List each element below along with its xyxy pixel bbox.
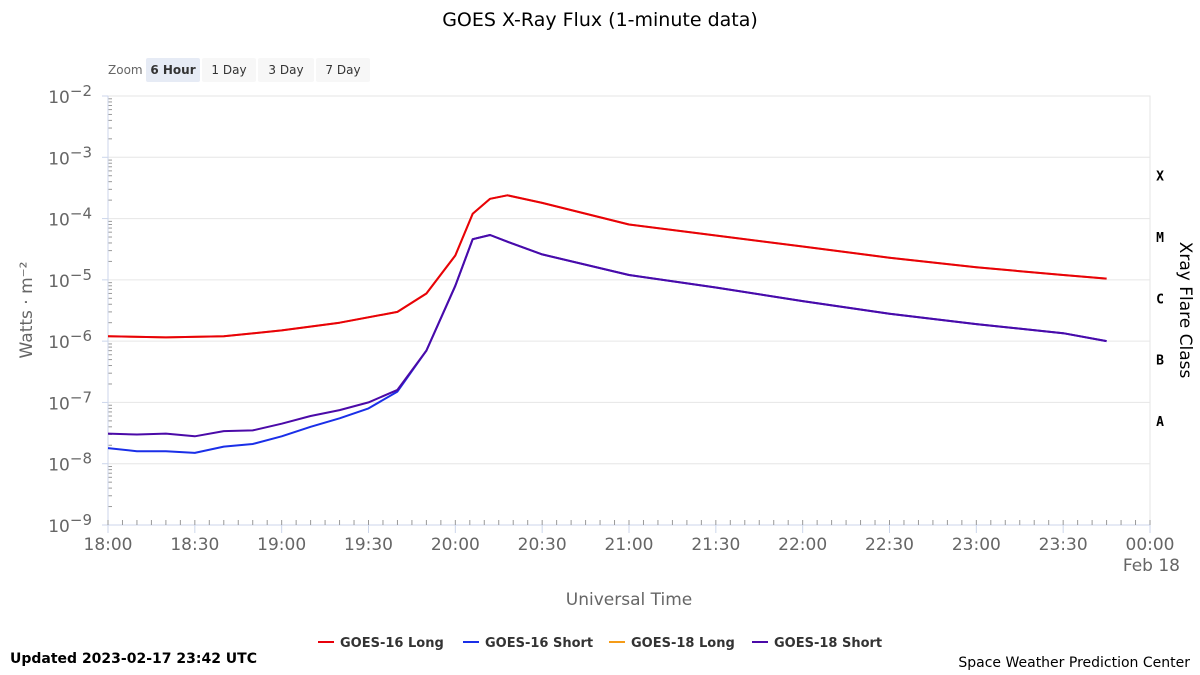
- x-tick-label: 21:00: [605, 535, 654, 555]
- x-tick-label: 20:00: [431, 535, 480, 555]
- x-date-label: Feb 18: [1123, 556, 1180, 576]
- zoom-button-7-day[interactable]: 7 Day: [316, 58, 370, 82]
- x-tick-label: 20:30: [518, 535, 567, 555]
- legend-item[interactable]: GOES-16 Long: [318, 636, 444, 651]
- legend-item[interactable]: GOES-18 Long: [609, 636, 735, 651]
- zoom-controls: Zoom 6 Hour 1 Day 3 Day 7 Day: [108, 58, 370, 82]
- y-axis-title: Watts · m⁻²: [17, 262, 37, 359]
- zoom-button-label: 7 Day: [325, 63, 360, 77]
- plot-area: [107, 95, 1151, 526]
- zoom-button-1-day[interactable]: 1 Day: [202, 58, 256, 82]
- series-lines: [107, 194, 1107, 454]
- series-line-goes-16-long: [107, 194, 1107, 339]
- y-tick-label: 10−7: [48, 388, 92, 414]
- y-tick-label: 10−6: [48, 327, 92, 353]
- zoom-label: Zoom: [108, 63, 143, 77]
- y-tick-label: 10−8: [48, 450, 92, 476]
- x-tick-label: 18:30: [170, 535, 219, 555]
- legend-item[interactable]: GOES-18 Short: [752, 636, 882, 651]
- y-tick-label: 10−4: [48, 205, 92, 231]
- x-tick-label: 00:00: [1126, 535, 1175, 555]
- y2-axis-title: Xray Flare Class: [1175, 242, 1195, 379]
- zoom-button-label: 3 Day: [268, 63, 303, 77]
- zoom-button-6-hour[interactable]: 6 Hour: [146, 58, 200, 82]
- legend-label: GOES-18 Long: [631, 636, 735, 651]
- legend-label: GOES-16 Long: [340, 636, 444, 651]
- flare-class-label: A: [1156, 415, 1164, 430]
- y-tick-label: 10−2: [48, 82, 92, 108]
- x-tick-label: 23:30: [1039, 535, 1088, 555]
- legend-label: GOES-18 Short: [774, 636, 882, 651]
- x-axis-title: Universal Time: [566, 590, 692, 610]
- legend: GOES-16 Long GOES-16 Short GOES-18 Long GOE…: [318, 636, 882, 651]
- x-tick-label: 22:00: [778, 535, 827, 555]
- credit-text: Space Weather Prediction Center: [958, 655, 1190, 671]
- x-tick-label: 18:00: [84, 535, 133, 555]
- flare-class-label: X: [1156, 170, 1164, 185]
- zoom-button-3-day[interactable]: 3 Day: [258, 58, 314, 82]
- flare-class-label: B: [1156, 354, 1164, 369]
- x-tick-label: 23:00: [952, 535, 1001, 555]
- x-tick-label: 21:30: [691, 535, 740, 555]
- legend-label: GOES-16 Short: [485, 636, 593, 651]
- x-tick-label: 19:00: [257, 535, 306, 555]
- x-axis: 18:00 18:30 19:00 19:30 20:00 20:30 21:00 21:30…: [84, 520, 1180, 576]
- chart-title: GOES X-Ray Flux (1-minute data): [442, 9, 758, 31]
- y-tick-label: 10−3: [48, 143, 92, 169]
- zoom-button-label: 1 Day: [211, 63, 246, 77]
- updated-timestamp: Updated 2023-02-17 23:42 UTC: [10, 651, 257, 667]
- flare-class-label: C: [1156, 292, 1164, 307]
- x-tick-label: 22:30: [865, 535, 914, 555]
- y-tick-label: 10−9: [48, 511, 92, 537]
- y-axis: 10−2 10−3 10−4 10−5 10−6 10−7 10−8 10−9: [48, 82, 112, 537]
- x-tick-label: 19:30: [344, 535, 393, 555]
- flare-class-axis: X M C B A: [1156, 170, 1164, 430]
- y-tick-label: 10−5: [48, 266, 92, 292]
- zoom-button-label: 6 Hour: [150, 63, 195, 77]
- flare-class-label: M: [1156, 231, 1164, 246]
- legend-item[interactable]: GOES-16 Short: [463, 636, 593, 651]
- series-line-goes-18-short: [107, 234, 1107, 438]
